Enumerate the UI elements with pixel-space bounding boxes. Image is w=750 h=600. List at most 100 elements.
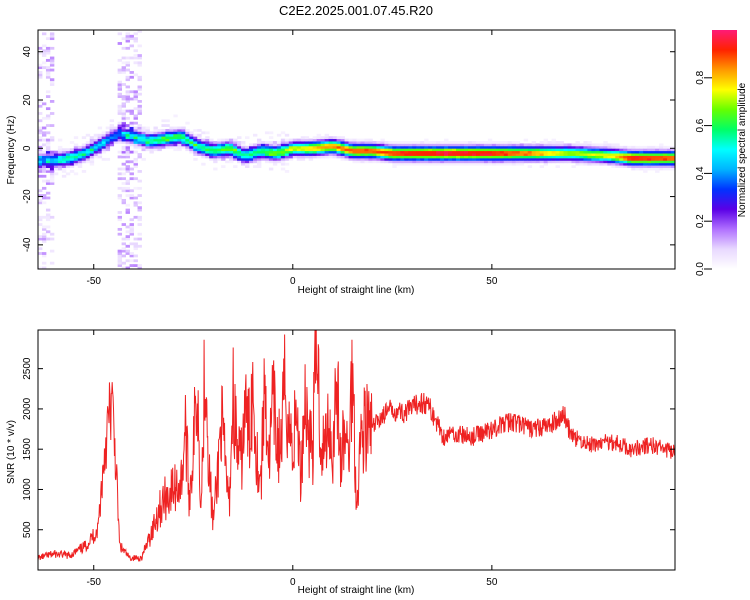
heatmap-cell [81, 150, 87, 154]
heatmap-cell [125, 249, 130, 253]
heatmap-cell [41, 143, 47, 147]
heatmap-cell [41, 61, 47, 65]
heatmap-cell [328, 138, 334, 142]
heatmap-cell [372, 148, 377, 152]
heatmap-cell [595, 145, 600, 149]
heatmap-cell [49, 112, 55, 115]
heatmap-cell [157, 133, 162, 137]
heatmap-cell [121, 97, 126, 101]
colorbar-tick-label: 0.0 [695, 262, 706, 276]
heatmap-cell [372, 155, 377, 159]
heatmap-cell [45, 213, 51, 217]
heatmap-cell [41, 232, 47, 236]
heatmap-cell [125, 141, 130, 144]
heatmap-cell [284, 133, 290, 137]
heatmap-cell [137, 141, 142, 144]
heatmap-cell [69, 157, 75, 161]
heatmap-cell [356, 150, 361, 154]
heatmap-cell [205, 153, 210, 156]
heatmap-cell [125, 56, 130, 60]
heatmap-cell [137, 155, 142, 159]
heatmap-cell [388, 160, 393, 164]
heatmap-cell [412, 150, 417, 154]
heatmap-cell [567, 143, 572, 147]
heatmap-cell [264, 131, 270, 135]
heatmap-cell [587, 157, 592, 161]
heatmap-cell [121, 61, 126, 65]
heatmap-cell [49, 155, 55, 159]
heatmap-cell [487, 148, 493, 152]
heatmap-cell [117, 58, 123, 62]
heatmap-cell [456, 160, 461, 164]
heatmap-cell [125, 97, 130, 101]
heatmap-cell [225, 160, 230, 164]
heatmap-cell [539, 145, 545, 149]
heatmap-cell [495, 150, 501, 154]
heatmap-cell [38, 66, 43, 70]
heatmap-cell [507, 157, 513, 161]
heatmap-cell [404, 150, 409, 154]
heatmap-cell [149, 136, 154, 140]
heatmap-cell [571, 153, 576, 156]
heatmap-cell [404, 160, 409, 164]
heatmap-cell [117, 141, 123, 144]
heatmap-cell [348, 157, 353, 161]
heatmap-cell [45, 165, 51, 168]
heatmap-cell [129, 160, 134, 164]
heatmap-cell [635, 157, 640, 161]
heatmap-cell [205, 131, 210, 135]
heatmap-cell [408, 162, 413, 166]
heatmap-cell [392, 165, 397, 168]
heatmap-cell [376, 141, 381, 144]
heatmap-cell [129, 37, 134, 41]
heatmap-cell [344, 148, 349, 152]
heatmap-cell [45, 182, 51, 185]
heatmap-cell [217, 143, 222, 147]
heatmap-cell [440, 150, 445, 154]
heatmap-cell [117, 32, 123, 36]
heatmap-cell [165, 131, 170, 135]
heatmap-cell [444, 160, 449, 164]
heatmap-cell [639, 150, 644, 154]
heatmap-cell [567, 153, 572, 156]
heatmap-cell [101, 131, 107, 135]
heatmap-cell [105, 136, 111, 140]
heatmap-cell [105, 126, 111, 130]
heatmap-cell [229, 138, 234, 142]
heatmap-cell [412, 157, 417, 161]
heatmap-cell [149, 145, 154, 149]
heatmap-cell [149, 141, 154, 144]
heatmap-cell [376, 157, 381, 161]
heatmap-cell [340, 145, 345, 149]
heatmap-cell [599, 143, 604, 147]
heatmap-cell [137, 153, 142, 156]
heatmap-cell [599, 148, 604, 152]
heatmap-cell [245, 162, 250, 166]
heatmap-cell [264, 155, 270, 159]
heatmap-cell [487, 141, 493, 144]
heatmap-cell [567, 155, 572, 159]
heatmap-cell [428, 145, 433, 149]
heatmap-cell [125, 244, 130, 248]
heatmap-cell [49, 162, 55, 166]
heatmap-cell [483, 153, 489, 156]
heatmap-cell [404, 145, 409, 149]
heatmap-cell [137, 194, 142, 197]
heatmap-cell [225, 153, 230, 156]
heatmap-cell [432, 153, 437, 156]
heatmap-cell [463, 157, 469, 161]
heatmap-cell [420, 162, 425, 166]
heatmap-cell [667, 167, 672, 171]
heatmap-cell [65, 162, 71, 166]
heatmap-cell [515, 155, 521, 159]
heatmap-cell [264, 160, 270, 164]
heatmap-cell [117, 136, 123, 140]
heatmap-cell [137, 201, 142, 205]
heatmap-cell [304, 136, 310, 140]
heatmap-cell [659, 143, 664, 147]
heatmap-cell [169, 136, 174, 140]
heatmap-cell [304, 145, 310, 149]
heatmap-cell [392, 157, 397, 161]
heatmap-cell [241, 143, 246, 147]
heatmap-cell [559, 150, 564, 154]
